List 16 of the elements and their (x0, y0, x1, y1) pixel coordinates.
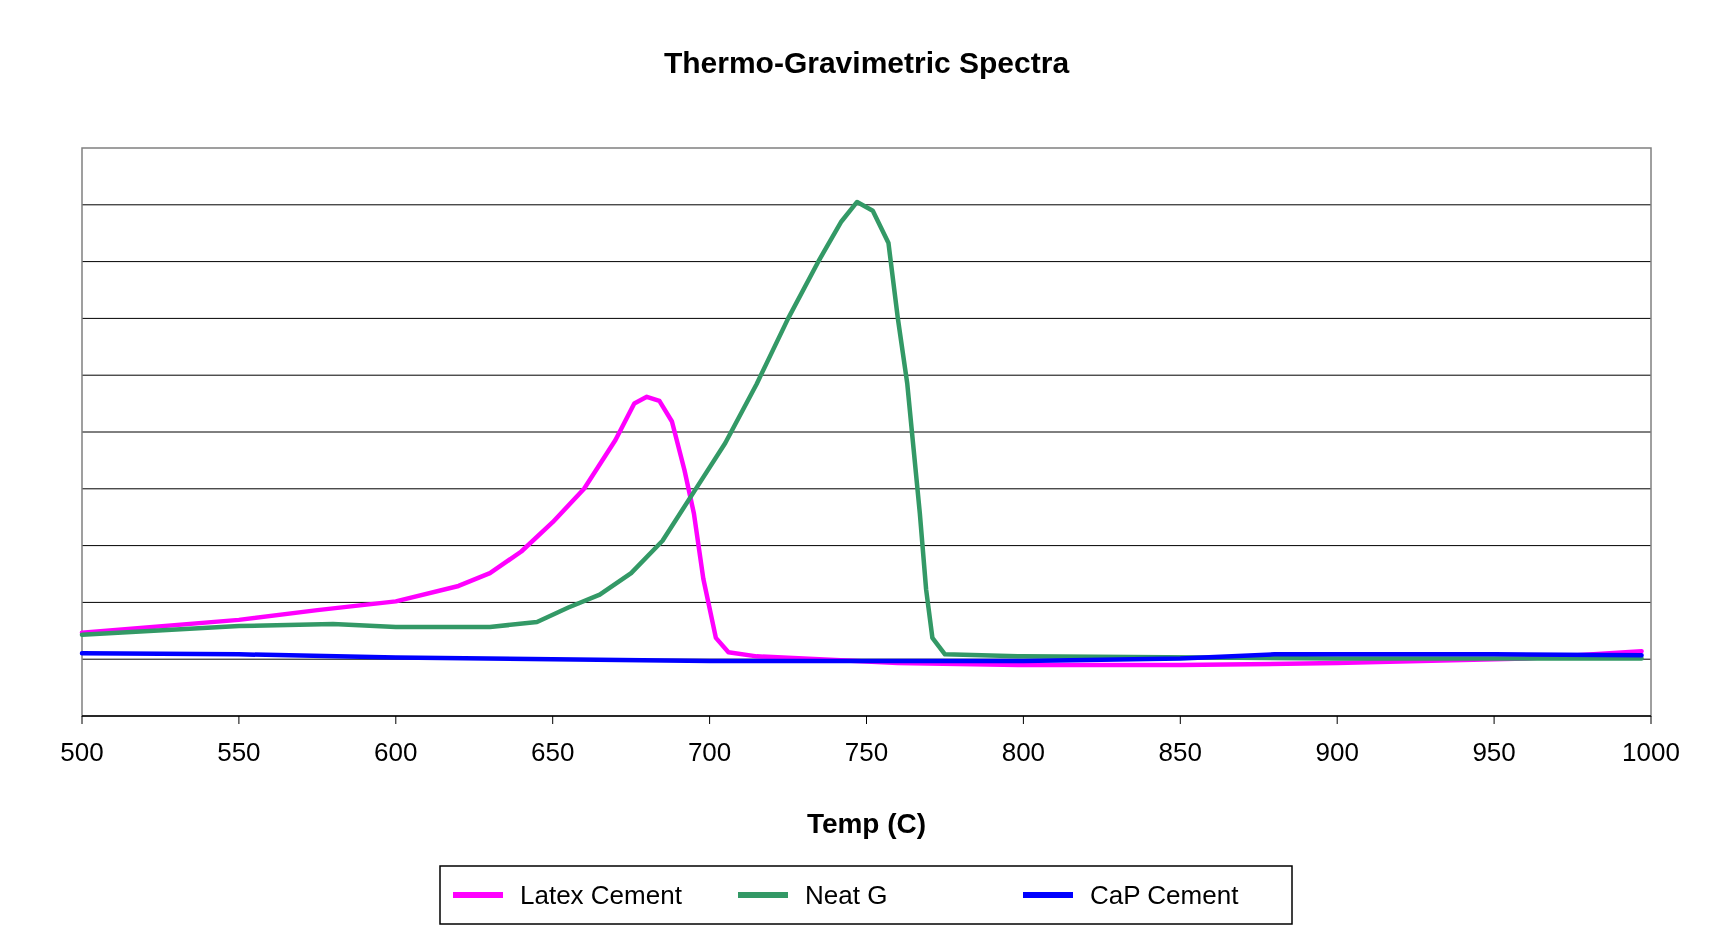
legend-label: Neat G (805, 880, 888, 910)
x-tick-label: 650 (531, 737, 575, 767)
x-tick-label: 850 (1158, 737, 1202, 767)
chart-title: Thermo-Gravimetric Spectra (663, 46, 1070, 79)
legend-label: Latex Cement (520, 880, 683, 910)
x-tick-label: 600 (374, 737, 418, 767)
x-tick-label: 550 (217, 737, 261, 767)
legend-label: CaP Cement (1090, 880, 1240, 910)
x-tick-label: 750 (844, 737, 889, 767)
x-tick-label: 700 (687, 737, 732, 767)
x-tick-label: 800 (1001, 737, 1046, 767)
x-tick-label: 500 (60, 737, 104, 767)
x-tick-label: 950 (1472, 737, 1516, 767)
x-axis-title: Temp (C) (806, 808, 927, 839)
x-tick-label: 900 (1315, 737, 1359, 767)
x-tick-label: 1000 (1622, 737, 1680, 767)
